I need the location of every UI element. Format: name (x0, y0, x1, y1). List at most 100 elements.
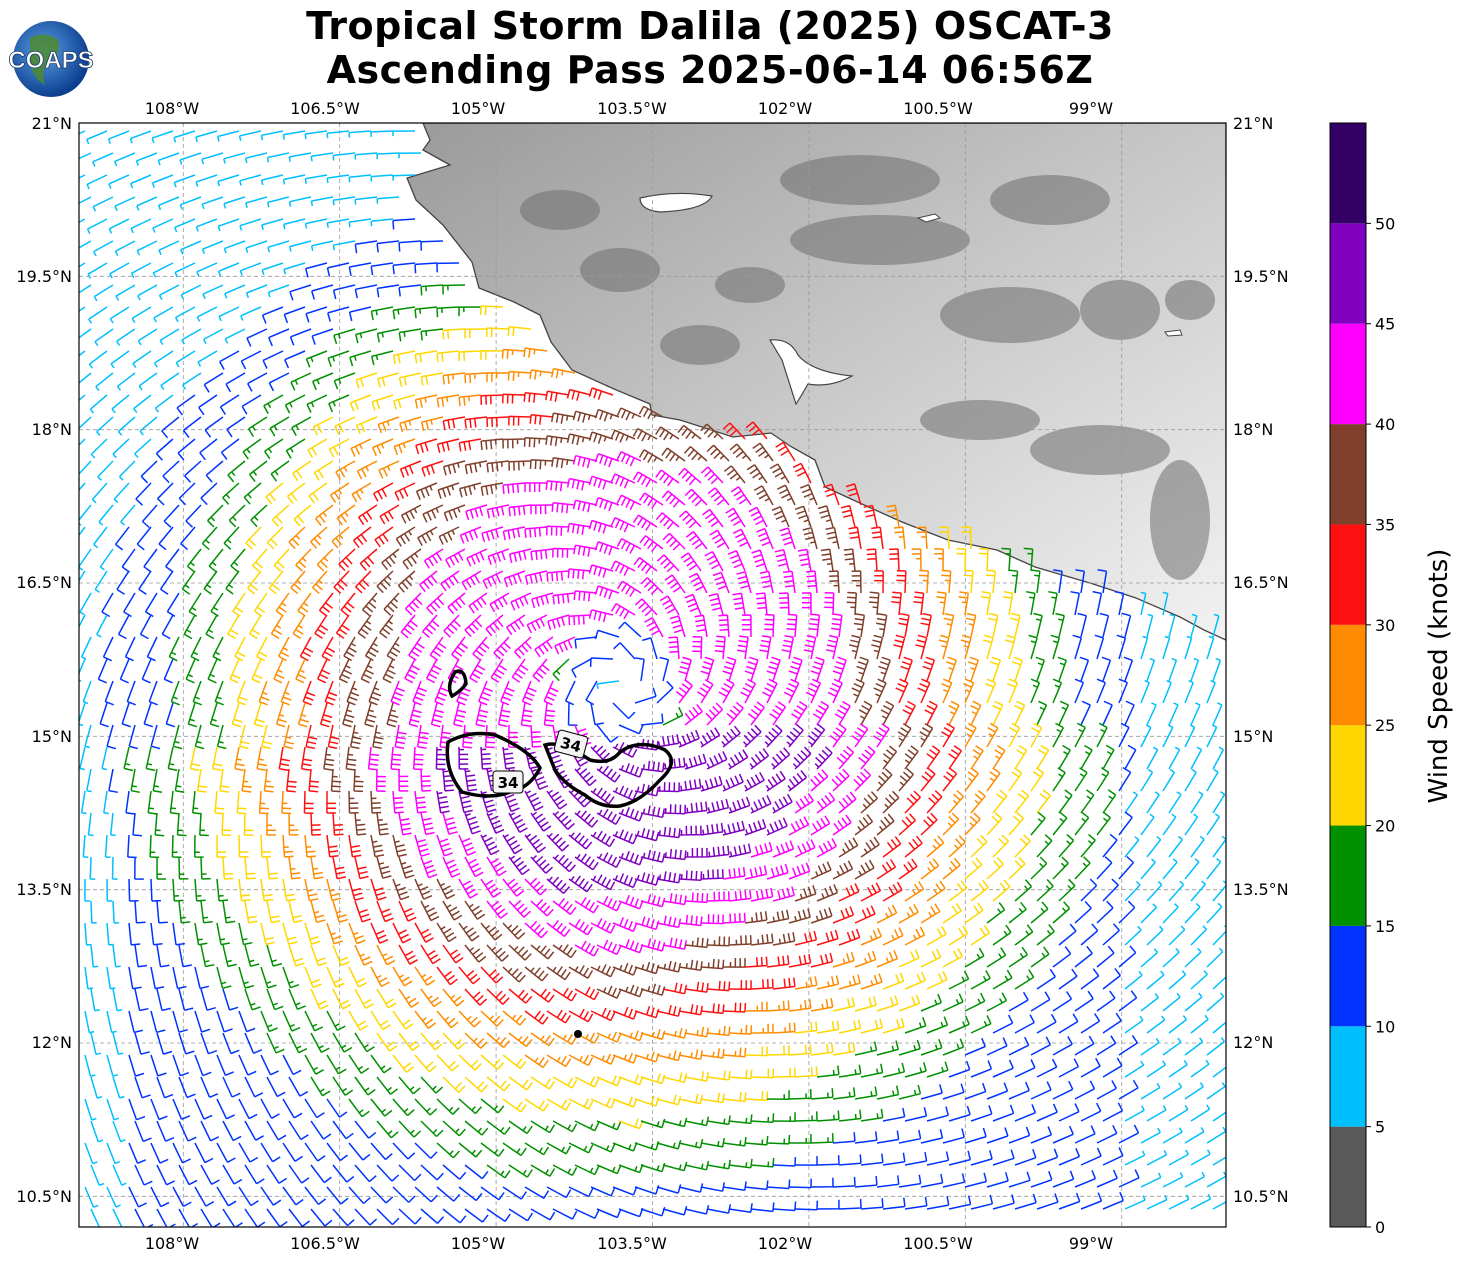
wind-barb (573, 544, 598, 557)
wind-barb (638, 449, 664, 463)
wind-barb (759, 570, 774, 594)
wind-barb (393, 394, 416, 410)
wind-barb (1052, 1125, 1074, 1144)
wind-barb (502, 966, 526, 983)
wind-barb (1014, 1148, 1037, 1166)
wind-barb (310, 152, 334, 162)
wind-barb (200, 944, 215, 968)
wind-barb (616, 494, 642, 511)
wind-barb (402, 548, 422, 570)
lat-label-left: 16.5°N (16, 573, 72, 592)
wind-barb (1074, 945, 1093, 968)
wind-barb (585, 680, 598, 706)
wind-barb (201, 196, 224, 210)
wind-barb (353, 768, 364, 793)
wind-barb (423, 548, 444, 569)
wind-barb (360, 658, 375, 684)
wind-barb (501, 348, 526, 359)
wind-barb (1052, 1080, 1074, 1100)
wind-barb (552, 1032, 578, 1046)
wind-barb (442, 1120, 466, 1137)
wind-barb (216, 1098, 235, 1120)
wind-barb (354, 812, 367, 836)
wind-barb (1058, 744, 1071, 770)
wind-barb (1190, 1149, 1211, 1166)
wind-barb (238, 966, 255, 989)
wind-barb (414, 966, 436, 986)
wind-barb (656, 826, 681, 839)
wind-barb (838, 928, 861, 946)
wind-barb (1030, 901, 1049, 924)
lat-label-right: 19.5°N (1233, 267, 1289, 286)
wind-barb (486, 944, 510, 962)
wind-barb (1184, 1127, 1205, 1144)
wind-barb (451, 636, 469, 661)
wind-barb (1206, 947, 1224, 968)
wind-barb (926, 880, 946, 902)
wind-barb (744, 818, 767, 836)
wind-barb (112, 1032, 124, 1056)
wind-barb (269, 416, 290, 437)
wind-barb (854, 950, 877, 968)
wind-barb (278, 746, 290, 771)
contour-label-34b: 34 (492, 770, 524, 794)
wind-barb (854, 1086, 878, 1100)
lat-label-right: 13.5°N (1233, 880, 1289, 899)
wind-barb (729, 443, 752, 462)
wind-barb (805, 678, 822, 704)
wind-barb (247, 372, 268, 392)
wind-barb (182, 416, 202, 438)
lon-labels-bottom: 108°W 106.5°W 105°W 103.5°W 102°W 100.5°… (145, 1234, 1113, 1253)
wind-barb (594, 408, 620, 422)
wind-barb (390, 746, 402, 771)
wind-barb (1146, 1015, 1166, 1034)
wind-barb (283, 306, 306, 324)
wind-barb (1002, 591, 1014, 616)
wind-barb (1146, 1105, 1167, 1122)
wind-barb (201, 240, 224, 255)
wind-barb (79, 658, 86, 682)
wind-barb (112, 944, 121, 968)
wind-barb (764, 613, 775, 638)
wind-barb (480, 1098, 505, 1114)
wind-barb (178, 1032, 195, 1055)
wind-barb (656, 1094, 682, 1106)
wind-barb (239, 174, 262, 186)
wind-barb (349, 724, 362, 750)
wind-barb (742, 724, 762, 748)
terrain-shade (1080, 280, 1160, 340)
wind-barb (130, 262, 152, 279)
wind-barb (832, 1087, 856, 1100)
wind-barb (750, 1068, 775, 1079)
wind-barb (545, 435, 570, 447)
wind-barb (318, 592, 334, 617)
wind-barb (245, 284, 268, 298)
wind-barb (106, 1142, 121, 1165)
wind-barb (810, 907, 833, 924)
wind-barb (791, 700, 808, 726)
colorbar-tick-label: 10 (1375, 1017, 1395, 1036)
wind-barb (640, 1162, 666, 1173)
wind-barb (1096, 945, 1115, 968)
wind-barb (183, 614, 196, 640)
wind-barb (774, 548, 790, 572)
wind-barb (414, 306, 438, 319)
wind-barb (354, 196, 378, 205)
wind-barb (486, 1164, 511, 1179)
wind-barb (354, 152, 378, 160)
wind-barb (832, 1042, 856, 1056)
wind-barb (572, 499, 598, 513)
wind-barb (1212, 1201, 1226, 1210)
wind-barb (1124, 700, 1135, 726)
wind-barb (986, 767, 1001, 792)
wind-barb (135, 152, 158, 166)
wind-barb (834, 700, 851, 726)
wind-barb (876, 1085, 900, 1100)
lon-label-top: 103.5°W (597, 99, 667, 118)
wind-barb (882, 745, 898, 770)
wind-barb (207, 504, 224, 528)
wind-barb (90, 900, 97, 924)
wind-barb (160, 372, 180, 391)
wind-barb (634, 828, 660, 842)
wind-barb (102, 636, 114, 662)
